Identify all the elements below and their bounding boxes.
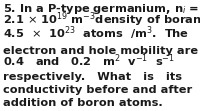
- Text: 2.1 $\times$ 10$^{19}$ m$^{-3}$density of boran: 2.1 $\times$ 10$^{19}$ m$^{-3}$density o…: [3, 11, 200, 29]
- Text: 0.4   and   0.2   m$^2$  v$^{-1}$  s$^{-1}$: 0.4 and 0.2 m$^2$ v$^{-1}$ s$^{-1}$: [3, 52, 175, 68]
- Text: 4.5  $\times$  10$^{23}$  atoms  /m$^3$.  The: 4.5 $\times$ 10$^{23}$ atoms /m$^3$. The: [3, 25, 189, 43]
- Text: 5. In a P-type germanium, n$_i$ =: 5. In a P-type germanium, n$_i$ =: [3, 2, 199, 16]
- Text: conductivity before and after: conductivity before and after: [3, 85, 192, 95]
- Text: respectively.   What   is   its: respectively. What is its: [3, 72, 182, 82]
- Text: electron and hole mobility are: electron and hole mobility are: [3, 46, 198, 56]
- Text: addition of boron atoms.: addition of boron atoms.: [3, 98, 163, 108]
